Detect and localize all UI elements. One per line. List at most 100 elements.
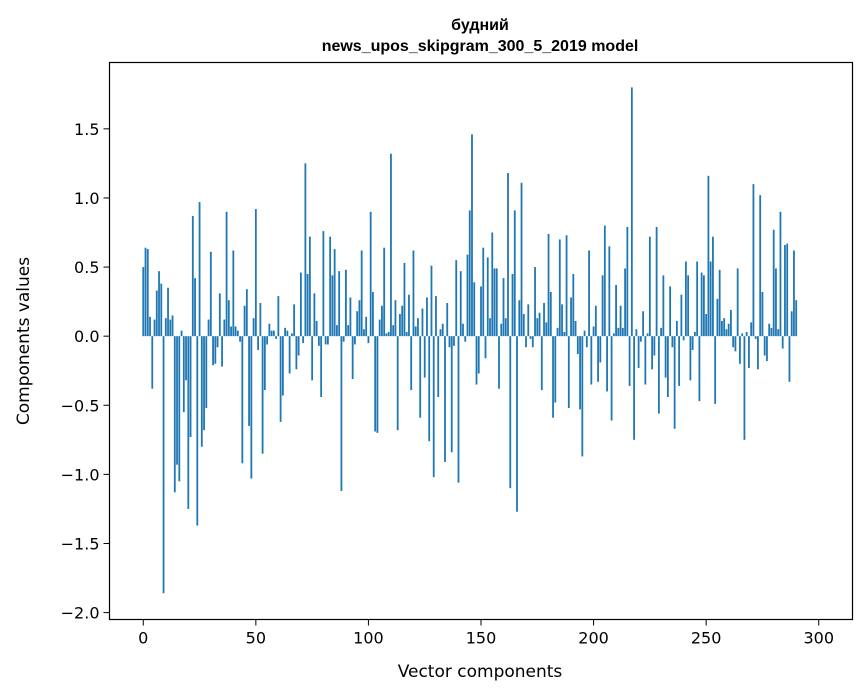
- bar: [162, 336, 165, 594]
- bar: [259, 302, 262, 337]
- bar: [369, 211, 372, 337]
- bar: [315, 320, 318, 337]
- bar: [619, 305, 622, 337]
- bar: [594, 305, 597, 337]
- bar: [144, 247, 147, 337]
- bar: [775, 268, 777, 337]
- bar: [750, 322, 753, 337]
- y-tick-label: 1.0: [74, 189, 99, 208]
- bar: [786, 243, 789, 337]
- x-tick-label: 50: [246, 629, 266, 648]
- bar: [502, 278, 505, 337]
- bar: [349, 297, 352, 337]
- bar: [644, 336, 647, 385]
- bar: [299, 272, 302, 337]
- bar: [482, 247, 485, 337]
- bar: [329, 236, 332, 337]
- bar: [570, 297, 572, 337]
- bar: [788, 336, 791, 382]
- bar: [648, 236, 651, 337]
- bar: [394, 300, 397, 337]
- bar: [518, 300, 521, 337]
- bar: [725, 329, 728, 337]
- bar: [356, 311, 359, 337]
- bar: [718, 269, 721, 337]
- bar: [734, 336, 737, 352]
- bar: [680, 294, 683, 337]
- bar: [455, 260, 458, 337]
- bar: [563, 332, 566, 337]
- bar: [327, 336, 329, 345]
- bar: [336, 325, 338, 337]
- x-axis: 0 50 100 150 200 250 300: [138, 619, 834, 648]
- bar: [745, 332, 748, 337]
- bar: [385, 333, 388, 337]
- bar: [491, 232, 494, 337]
- bar: [245, 289, 248, 337]
- bar: [459, 271, 462, 337]
- bar: [207, 319, 210, 337]
- bar: [178, 336, 181, 482]
- bar: [277, 296, 280, 337]
- bar: [471, 134, 473, 337]
- bar: [306, 273, 309, 337]
- y-tick-label: 1.5: [74, 120, 99, 139]
- bar: [770, 327, 773, 337]
- bar: [428, 336, 431, 442]
- bar: [209, 251, 212, 337]
- bar: [529, 336, 532, 339]
- bar: [743, 336, 746, 440]
- bar: [741, 333, 744, 337]
- bar: [653, 336, 656, 356]
- bar: [374, 336, 377, 432]
- bar: [772, 229, 775, 337]
- bar: [441, 323, 444, 337]
- bar: [248, 336, 250, 426]
- bar: [556, 327, 559, 337]
- bar: [757, 336, 759, 370]
- bar: [279, 336, 282, 422]
- bar: [221, 336, 223, 367]
- bar: [511, 273, 514, 337]
- bar: [606, 336, 608, 392]
- bar: [214, 336, 217, 364]
- bar: [795, 300, 798, 337]
- bar: [462, 323, 464, 337]
- bar: [630, 87, 633, 337]
- bar: [151, 336, 154, 389]
- bar: [457, 336, 460, 483]
- bar: [218, 293, 221, 337]
- bar: [608, 246, 611, 337]
- bar: [576, 336, 579, 355]
- bar: [189, 336, 192, 438]
- bar: [432, 336, 435, 478]
- bar: [284, 327, 287, 337]
- bar: [236, 330, 239, 337]
- bar: [383, 247, 386, 337]
- bar: [180, 330, 183, 337]
- bar: [536, 318, 539, 337]
- bar: [340, 336, 343, 491]
- bar: [723, 318, 726, 337]
- bar: [376, 336, 379, 433]
- bar: [241, 336, 244, 464]
- bar: [671, 336, 674, 348]
- bar: [419, 336, 422, 418]
- bar: [360, 250, 363, 337]
- bar: [766, 336, 768, 362]
- bar: [583, 330, 586, 337]
- bar: [468, 210, 471, 337]
- bar: [205, 336, 208, 409]
- chart-title: будний: [451, 17, 509, 34]
- bar: [142, 267, 145, 337]
- bar: [705, 314, 708, 337]
- x-tick-label: 150: [466, 629, 497, 648]
- bar: [281, 336, 284, 396]
- bar: [684, 261, 687, 337]
- bar: [158, 271, 160, 337]
- bar: [196, 336, 199, 526]
- bar: [739, 336, 741, 364]
- bar: [691, 336, 694, 350]
- bar: [761, 291, 764, 337]
